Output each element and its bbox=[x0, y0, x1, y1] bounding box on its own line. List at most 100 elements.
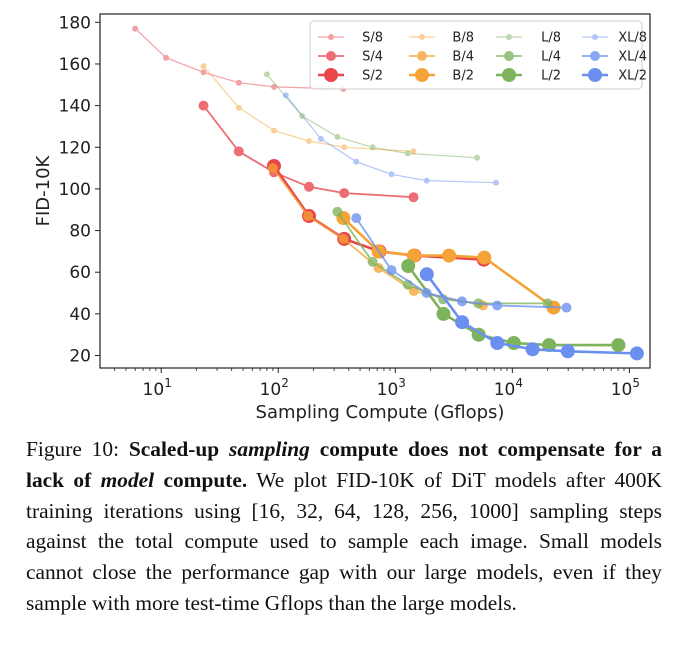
legend-label-b-2: B/2 bbox=[452, 69, 474, 84]
data-point-xl-2 bbox=[490, 336, 505, 350]
data-point-l-2 bbox=[611, 338, 626, 353]
data-point-s-4 bbox=[233, 146, 244, 157]
y-tick-label: 100 bbox=[59, 180, 91, 200]
legend-item-l-8 bbox=[496, 34, 522, 40]
data-point-xl-8 bbox=[493, 179, 499, 186]
data-point-xl-4 bbox=[457, 296, 467, 307]
legend-marker-l-8 bbox=[506, 34, 512, 40]
legend-marker-s-2 bbox=[324, 68, 338, 82]
legend-item-l-2 bbox=[496, 68, 522, 82]
legend-item-s-2 bbox=[318, 68, 344, 82]
figure-label: Figure 10: bbox=[26, 437, 120, 461]
legend: S/8 S/4 S/2 B/8 B/4 B/2 L/8 L/4 L/2 XL/8 XL/4 XL/2 bbox=[309, 20, 647, 90]
legend-item-s-4 bbox=[318, 51, 344, 61]
data-point-b-8 bbox=[235, 104, 242, 111]
data-point-s-8 bbox=[163, 54, 169, 61]
legend-marker-l-2 bbox=[502, 68, 516, 82]
legend-label-xl-4: XL/4 bbox=[618, 50, 647, 65]
data-point-xl-4 bbox=[351, 213, 362, 224]
legend-label-b-8: B/8 bbox=[452, 31, 474, 46]
caption-bold-italic-1: sampling bbox=[229, 437, 310, 461]
legend-label-xl-8: XL/8 bbox=[618, 31, 647, 46]
legend-label-s-4: S/4 bbox=[362, 50, 383, 65]
y-tick-label: 180 bbox=[59, 13, 91, 33]
data-point-s-4 bbox=[339, 188, 350, 199]
y-tick-label: 60 bbox=[69, 263, 91, 283]
data-point-xl-2 bbox=[455, 315, 470, 330]
x-tick-label: 104 bbox=[494, 376, 523, 400]
data-point-xl-4 bbox=[386, 265, 397, 276]
data-point-xl-8 bbox=[423, 177, 430, 184]
data-point-b-2 bbox=[477, 250, 492, 265]
series-b-4 bbox=[267, 163, 488, 311]
data-point-xl-8 bbox=[388, 171, 395, 178]
data-point-b-4 bbox=[267, 163, 278, 174]
x-tick-label: 105 bbox=[611, 376, 640, 400]
y-tick-label: 140 bbox=[59, 97, 91, 117]
data-point-xl-8 bbox=[282, 92, 289, 99]
data-point-b-2 bbox=[406, 248, 421, 263]
data-point-b-2 bbox=[442, 248, 457, 263]
data-point-xl-2 bbox=[560, 344, 575, 359]
data-point-l-8 bbox=[474, 154, 481, 161]
data-point-s-4 bbox=[198, 100, 209, 111]
data-point-l-4 bbox=[542, 298, 553, 309]
legend-label-l-4: L/4 bbox=[541, 50, 561, 65]
y-tick-label: 160 bbox=[59, 55, 91, 75]
legend-marker-xl-2 bbox=[588, 68, 602, 82]
legend-item-xl-8 bbox=[582, 34, 608, 40]
legend-marker-b-4 bbox=[417, 51, 427, 61]
data-point-b-8 bbox=[271, 127, 277, 134]
y-tick-label: 120 bbox=[59, 138, 91, 158]
legend-label-b-4: B/4 bbox=[452, 50, 474, 65]
legend-label-l-2: L/2 bbox=[541, 69, 561, 84]
y-tick-label: 40 bbox=[69, 305, 91, 325]
caption-body: We plot FID-10K of DiT models after 400K… bbox=[26, 467, 662, 615]
data-point-l-8 bbox=[263, 71, 270, 78]
data-point-s-8 bbox=[132, 25, 139, 32]
data-point-xl-4 bbox=[492, 300, 503, 311]
data-point-xl-4 bbox=[561, 302, 572, 313]
plot-frame bbox=[99, 13, 651, 369]
legend-label-xl-2: XL/2 bbox=[618, 69, 647, 84]
data-point-s-8 bbox=[200, 69, 207, 76]
legend-marker-s-8 bbox=[328, 34, 334, 40]
legend-label-s-2: S/2 bbox=[362, 69, 383, 84]
data-point-xl-2 bbox=[419, 267, 434, 282]
data-point-xl-8 bbox=[318, 135, 324, 142]
legend-label-l-8: L/8 bbox=[541, 31, 561, 46]
data-point-xl-4 bbox=[421, 288, 432, 298]
legend-item-xl-2 bbox=[582, 68, 608, 82]
data-point-s-4 bbox=[304, 181, 314, 192]
data-point-l-2 bbox=[542, 338, 557, 353]
data-point-s-8 bbox=[235, 79, 242, 86]
series-s-4 bbox=[198, 100, 419, 203]
caption-bold-3: compute. bbox=[163, 467, 248, 492]
data-point-b-8 bbox=[200, 63, 207, 70]
legend-item-xl-4 bbox=[582, 51, 608, 61]
legend-item-s-8 bbox=[318, 34, 344, 40]
series-xl-8 bbox=[282, 92, 499, 186]
data-point-l-8 bbox=[369, 144, 376, 151]
y-tick-label: 80 bbox=[69, 222, 91, 242]
data-point-l-4 bbox=[332, 206, 343, 217]
data-point-l-8 bbox=[404, 150, 411, 157]
caption-bold-1: Scaled-up bbox=[128, 437, 220, 461]
legend-item-b-2 bbox=[409, 68, 435, 82]
series-line-xl-2 bbox=[425, 273, 637, 355]
data-point-s-4 bbox=[408, 192, 419, 203]
chart: 20 40 60 80 100 120 140 160 180 101 102 103 104 105 S… bbox=[33, 13, 651, 423]
data-point-xl-2 bbox=[629, 346, 644, 361]
legend-marker-xl-4 bbox=[590, 51, 600, 61]
legend-label-s-8: S/8 bbox=[362, 31, 383, 46]
x-tick-label: 102 bbox=[260, 376, 289, 400]
x-tick-label: 101 bbox=[143, 376, 172, 400]
legend-item-b-8 bbox=[409, 34, 435, 40]
x-axis-label: Sampling Compute (Gflops) bbox=[256, 402, 505, 423]
legend-marker-xl-8 bbox=[592, 34, 598, 40]
series-xl-2 bbox=[419, 267, 644, 361]
data-point-xl-2 bbox=[525, 342, 540, 357]
data-point-b-8 bbox=[410, 148, 417, 155]
series-line-xl-8 bbox=[285, 94, 497, 184]
data-point-l-8 bbox=[334, 133, 341, 140]
